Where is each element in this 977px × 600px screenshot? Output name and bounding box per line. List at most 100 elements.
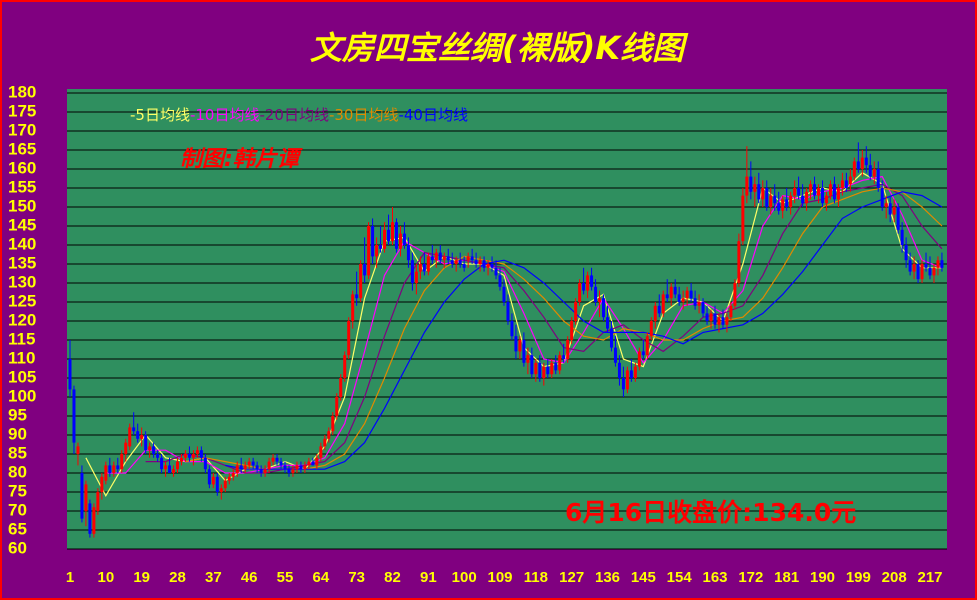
candle-body	[777, 203, 781, 211]
x-tick-label: 217	[917, 569, 942, 586]
candle-body	[287, 469, 291, 473]
candle-body	[335, 397, 339, 416]
y-tick-label: 160	[8, 158, 36, 177]
candle-body	[136, 431, 140, 439]
candle-body	[773, 195, 777, 204]
candle-body	[884, 203, 888, 207]
x-tick-label: 127	[559, 569, 584, 586]
candle-body	[231, 473, 235, 477]
candle-body	[379, 245, 383, 249]
candle-body	[542, 366, 546, 378]
candle-body	[211, 476, 215, 485]
ma-line	[185, 187, 943, 470]
candle-body	[482, 260, 486, 268]
candle-body	[713, 313, 717, 325]
candle-body	[637, 351, 641, 367]
candle-body	[259, 469, 263, 473]
candle-body	[494, 267, 498, 276]
candle-body	[924, 264, 928, 268]
candle-body	[414, 271, 418, 283]
candle-body	[92, 507, 96, 534]
candle-body	[625, 370, 629, 390]
candle-body	[458, 260, 462, 264]
x-tick-label: 190	[810, 569, 835, 586]
candle-body	[195, 450, 199, 454]
y-tick-label: 180	[8, 82, 36, 101]
candle-body	[590, 275, 594, 287]
y-tick-label: 110	[8, 348, 35, 367]
candle-body	[367, 226, 371, 276]
candle-body	[793, 188, 797, 196]
candle-body	[594, 286, 598, 302]
candle-body	[104, 465, 108, 481]
candle-body	[442, 256, 446, 261]
candle-body	[817, 188, 821, 196]
candle-body	[689, 290, 693, 299]
candle-body	[852, 161, 856, 177]
y-tick-label: 175	[8, 101, 36, 120]
ma-line	[145, 183, 943, 474]
candle-body	[789, 195, 793, 207]
candle-body	[821, 188, 824, 204]
candle-body	[538, 362, 542, 378]
candle-body	[474, 260, 478, 264]
y-tick-label: 80	[8, 462, 27, 481]
candle-body	[251, 461, 255, 466]
candle-body	[685, 290, 689, 299]
candle-body	[613, 347, 617, 363]
candle-body	[570, 321, 574, 340]
y-tick-label: 170	[8, 120, 36, 139]
candle-body	[355, 294, 359, 299]
y-tick-label: 125	[8, 291, 36, 310]
candle-body	[223, 480, 227, 489]
candle-body	[148, 446, 152, 451]
x-tick-label: 19	[133, 569, 150, 586]
candle-body	[156, 454, 160, 458]
candle-body	[307, 461, 311, 466]
candle-body	[769, 195, 773, 207]
candle-body	[916, 264, 920, 280]
candle-body	[418, 264, 422, 272]
legend-entry: -30日均线	[329, 106, 399, 124]
candle-body	[422, 264, 426, 272]
candle-body	[311, 461, 315, 466]
candle-body	[709, 313, 713, 321]
y-tick-label: 105	[8, 367, 36, 386]
candle-body	[745, 176, 749, 196]
candle-body	[227, 476, 231, 481]
candle-body	[124, 442, 128, 454]
y-tick-label: 115	[8, 329, 35, 348]
candle-body	[243, 465, 247, 470]
candle-body	[737, 241, 741, 283]
candle-body	[809, 184, 813, 192]
candle-body	[534, 362, 538, 375]
candle-body	[267, 461, 271, 470]
candle-body	[586, 275, 590, 291]
candle-body	[876, 169, 880, 188]
candle-body	[920, 264, 924, 280]
candle-body	[219, 488, 223, 492]
x-tick-label: 199	[846, 569, 871, 586]
candle-body	[168, 465, 172, 473]
candle-body	[183, 454, 187, 458]
candle-body	[661, 294, 665, 314]
candle-body	[840, 180, 844, 188]
candle-body	[239, 465, 243, 470]
chart-title: 文房四宝丝绸(裸版)K线图	[310, 29, 689, 67]
candle-body	[872, 169, 876, 177]
x-tick-label: 100	[452, 569, 477, 586]
legend: -5日均线-10日均线-20日均线-30日均线-40日均线	[130, 106, 468, 124]
candle-body	[892, 207, 896, 215]
candle-body	[896, 207, 900, 230]
x-tick-label: 136	[595, 569, 620, 586]
candle-body	[824, 195, 828, 204]
candle-body	[160, 457, 164, 470]
candle-body	[757, 184, 761, 200]
candle-body	[112, 465, 116, 473]
candle-body	[880, 188, 884, 207]
candle-body	[363, 264, 367, 276]
y-tick-label: 130	[8, 272, 36, 291]
candle-body	[888, 203, 892, 215]
candle-body	[617, 362, 621, 378]
